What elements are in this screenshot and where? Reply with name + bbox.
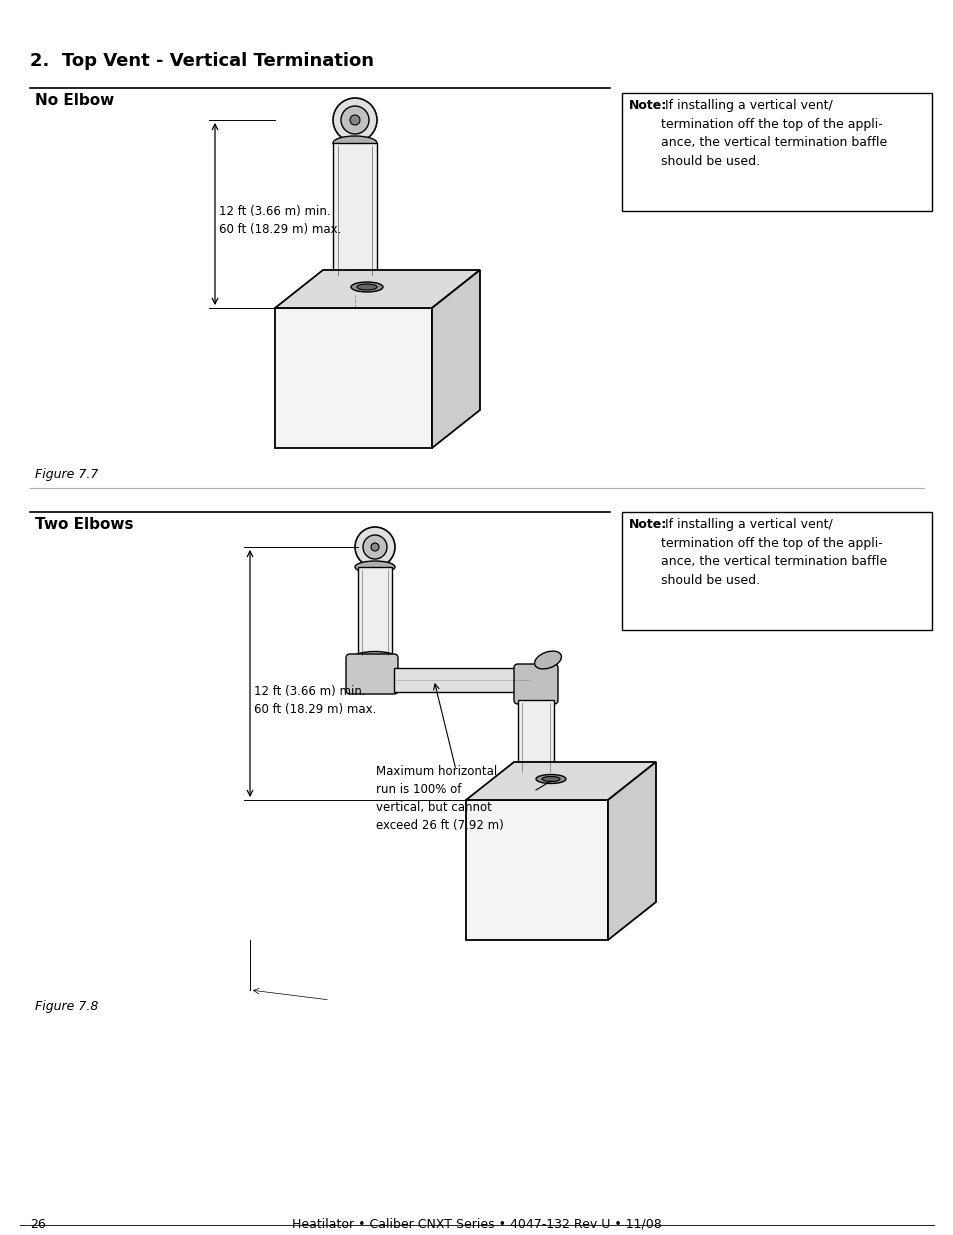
Text: 26: 26 [30,1218,46,1231]
Polygon shape [274,270,479,308]
Text: 12 ft (3.66 m) min.
60 ft (18.29 m) max.: 12 ft (3.66 m) min. 60 ft (18.29 m) max. [219,205,341,236]
Ellipse shape [353,652,396,664]
Bar [621,513,931,630]
Text: Figure 7.7: Figure 7.7 [35,468,98,480]
Ellipse shape [333,136,376,149]
Circle shape [355,527,395,567]
Text: Note:: Note: [628,99,666,112]
Ellipse shape [355,561,395,573]
Text: No Elbow: No Elbow [35,93,114,107]
Bar [328,278,381,295]
Circle shape [333,98,376,142]
Polygon shape [432,270,479,448]
Text: If installing a vertical vent/
termination off the top of the appli-
ance, the v: If installing a vertical vent/ terminati… [660,99,886,168]
FancyBboxPatch shape [346,655,397,694]
Ellipse shape [328,288,381,303]
Text: 12 ft (3.66 m) min.
60 ft (18.29 m) max.: 12 ft (3.66 m) min. 60 ft (18.29 m) max. [253,684,376,715]
Circle shape [371,543,378,551]
Ellipse shape [536,774,565,783]
Circle shape [350,115,359,125]
Bar [394,668,530,692]
Ellipse shape [331,270,378,285]
Circle shape [340,106,369,135]
Bar [621,93,931,211]
Ellipse shape [534,651,561,669]
Text: Maximum horizontal
run is 100% of
vertical, but cannot
exceed 26 ft (7.92 m): Maximum horizontal run is 100% of vertic… [375,764,503,832]
Text: 2.  Top Vent - Vertical Termination: 2. Top Vent - Vertical Termination [30,52,374,70]
Polygon shape [465,762,656,800]
Bar [274,308,432,448]
Polygon shape [607,762,656,940]
Text: Note:: Note: [628,517,666,531]
Text: Two Elbows: Two Elbows [35,517,133,532]
Circle shape [363,535,387,559]
FancyBboxPatch shape [514,664,558,704]
Text: Heatilator • Caliber CNXT Series • 4047-132 Rev U • 11/08: Heatilator • Caliber CNXT Series • 4047-… [292,1218,661,1231]
Ellipse shape [513,768,558,782]
Text: If installing a vertical vent/
termination off the top of the appli-
ance, the v: If installing a vertical vent/ terminati… [660,517,886,587]
Text: Figure 7.8: Figure 7.8 [35,1000,98,1013]
Ellipse shape [351,282,382,291]
Bar [357,567,392,658]
Bar [333,143,376,278]
Bar [465,800,607,940]
Ellipse shape [541,777,559,782]
Ellipse shape [356,284,376,290]
Bar [517,700,554,776]
